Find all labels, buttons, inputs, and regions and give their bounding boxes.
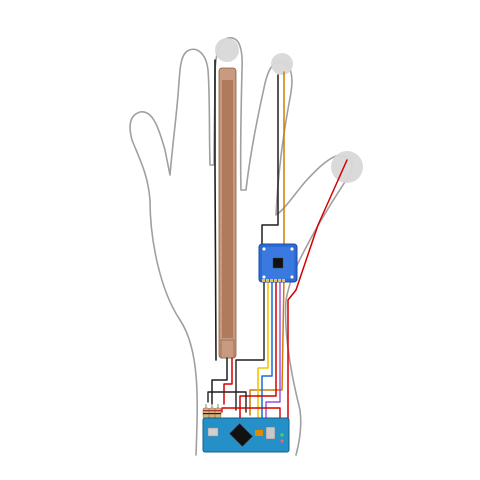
- touch-pad-thumb: [331, 151, 363, 183]
- wire-black-sensor-gnd: [235, 281, 265, 411]
- wire-yellow-sensor: [257, 281, 269, 421]
- flex-sensor: [218, 67, 237, 359]
- wire-black-index: [214, 59, 217, 361]
- wire-black-mcu: [207, 391, 247, 413]
- touch-pad-middle: [271, 53, 293, 75]
- sensor-pins: [262, 279, 285, 282]
- wire-red-flex: [223, 357, 233, 405]
- wire-red-thumb: [287, 159, 348, 441]
- wire-black-sensor: [261, 74, 279, 249]
- wire-purple-sensor: [265, 281, 281, 421]
- wire-blue-sensor: [261, 281, 273, 421]
- wire-orange-middle: [249, 71, 285, 416]
- resistor-icon: [208, 404, 216, 422]
- wire-red-mcu: [221, 407, 281, 421]
- motion-sensor-board: [258, 243, 298, 283]
- touch-pad-index: [215, 38, 239, 62]
- wiring: [207, 59, 348, 441]
- microcontroller-board: [202, 417, 290, 453]
